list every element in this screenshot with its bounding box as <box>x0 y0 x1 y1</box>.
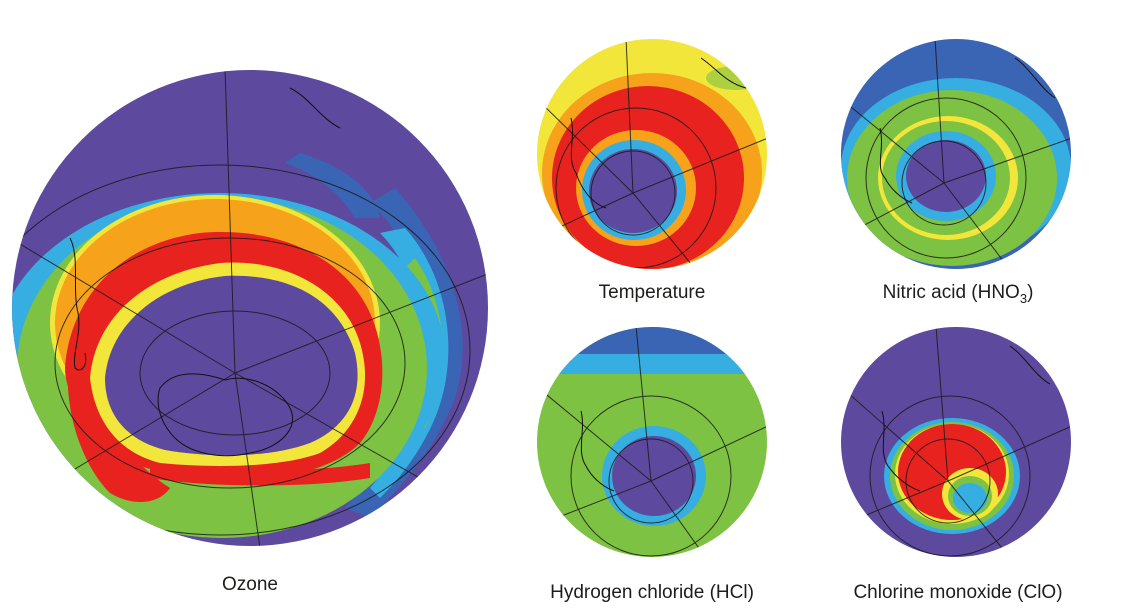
ozone-red-tail <box>67 368 170 503</box>
temperature-map <box>537 39 767 269</box>
nitric-depleted-core <box>906 140 986 212</box>
hydrogen-chloride-caption: Hydrogen chloride (HCl) <box>550 582 754 603</box>
ozone-streamer <box>345 188 463 518</box>
ozone-hole <box>105 275 358 456</box>
ozone-streamer <box>285 153 380 218</box>
ozone-red-base <box>150 463 370 486</box>
chlorine-monoxide-caption: Chlorine monoxide (ClO) <box>853 582 1063 603</box>
hydrogen-chloride-map <box>537 327 767 557</box>
clo-inner-hole <box>953 483 987 513</box>
nitric-acid-caption: Nitric acid (HNO3) <box>882 282 1034 306</box>
hcl-depleted-core <box>612 436 696 516</box>
ozone-caption: Ozone <box>222 574 278 595</box>
ozone-map <box>12 70 488 546</box>
temperature-caption: Temperature <box>598 282 706 303</box>
nitric-acid-map <box>841 39 1071 269</box>
chlorine-monoxide-map <box>841 327 1071 557</box>
